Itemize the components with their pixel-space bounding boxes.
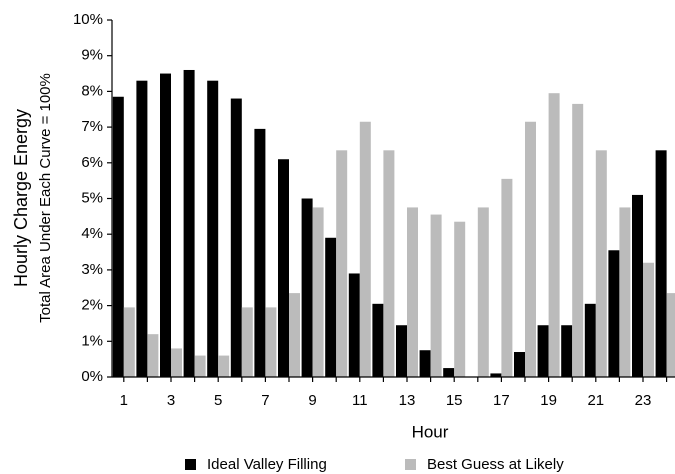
- bar: [396, 325, 407, 377]
- y-tick-label: 4%: [81, 225, 103, 242]
- bar: [561, 325, 573, 377]
- y-tick-label: 5%: [81, 189, 103, 206]
- y-axis-sublabel: Total Area Under Each Curve = 100%: [37, 73, 54, 323]
- bar: [666, 293, 675, 377]
- bar: [241, 307, 253, 377]
- bar: [348, 273, 360, 377]
- x-tick-label: 5: [214, 392, 222, 409]
- bar: [419, 350, 431, 377]
- bar: [218, 355, 230, 377]
- bar: [572, 103, 584, 378]
- bar: [325, 237, 337, 377]
- bar: [194, 355, 206, 377]
- bar: [183, 69, 195, 377]
- bar: [430, 214, 442, 377]
- x-tick-label: 15: [446, 392, 463, 409]
- bar: [112, 96, 124, 377]
- y-tick-label: 1%: [81, 332, 103, 349]
- y-axis-label: Hourly Charge Energy: [11, 109, 31, 287]
- bar: [289, 293, 300, 377]
- bar: [655, 150, 667, 377]
- bar: [312, 207, 324, 377]
- y-tick-label: 6%: [81, 154, 103, 171]
- x-tick-label: 7: [261, 392, 269, 409]
- bar: [265, 307, 277, 377]
- x-tick-label: 23: [635, 392, 652, 409]
- bar: [359, 121, 371, 378]
- legend-swatch: [185, 459, 196, 470]
- y-tick-label: 2%: [81, 297, 103, 314]
- x-tick-label: 1: [120, 392, 128, 409]
- bar: [454, 221, 466, 377]
- bar: [525, 121, 536, 378]
- bar: [147, 334, 159, 377]
- y-tick-label: 0%: [81, 368, 103, 385]
- x-axis-label: Hour: [412, 422, 449, 441]
- x-tick-label: 19: [540, 392, 557, 409]
- x-tick-label: 9: [308, 392, 316, 409]
- bar: [490, 373, 502, 377]
- bar: [514, 352, 525, 377]
- bar: [136, 80, 148, 377]
- bar: [171, 348, 182, 377]
- bar: [372, 303, 384, 377]
- bar: [643, 262, 654, 377]
- bar: [207, 80, 219, 377]
- bar: [501, 178, 513, 377]
- y-tick-label: 8%: [81, 82, 103, 99]
- y-tick-label: 3%: [81, 261, 103, 278]
- x-tick-label: 11: [352, 392, 368, 409]
- bar: [632, 194, 643, 377]
- bar: [301, 198, 313, 377]
- bar: [477, 207, 489, 377]
- legend-swatch: [405, 459, 416, 470]
- bar: [383, 150, 395, 377]
- bar: [160, 73, 171, 378]
- bar: [407, 207, 418, 377]
- x-tick-label: 13: [399, 392, 416, 409]
- bar: [537, 325, 549, 377]
- bar: [278, 159, 289, 377]
- bar: [336, 150, 348, 377]
- bar: [608, 250, 620, 377]
- x-tick-label: 3: [167, 392, 175, 409]
- x-tick-label: 17: [493, 392, 510, 409]
- bar: [443, 368, 455, 377]
- y-tick-label: 9%: [81, 47, 103, 64]
- x-tick-label: 21: [587, 392, 604, 409]
- y-tick-label: 7%: [81, 118, 103, 135]
- bar: [548, 93, 560, 377]
- bar: [584, 303, 596, 377]
- legend-label: Best Guess at Likely: [427, 456, 564, 473]
- bar: [254, 128, 266, 377]
- legend-label: Ideal Valley Filling: [207, 456, 327, 473]
- bar: [230, 98, 242, 377]
- bar: [123, 307, 135, 377]
- bar: [595, 150, 607, 377]
- y-tick-label: 10%: [73, 11, 103, 28]
- bar: [619, 207, 631, 377]
